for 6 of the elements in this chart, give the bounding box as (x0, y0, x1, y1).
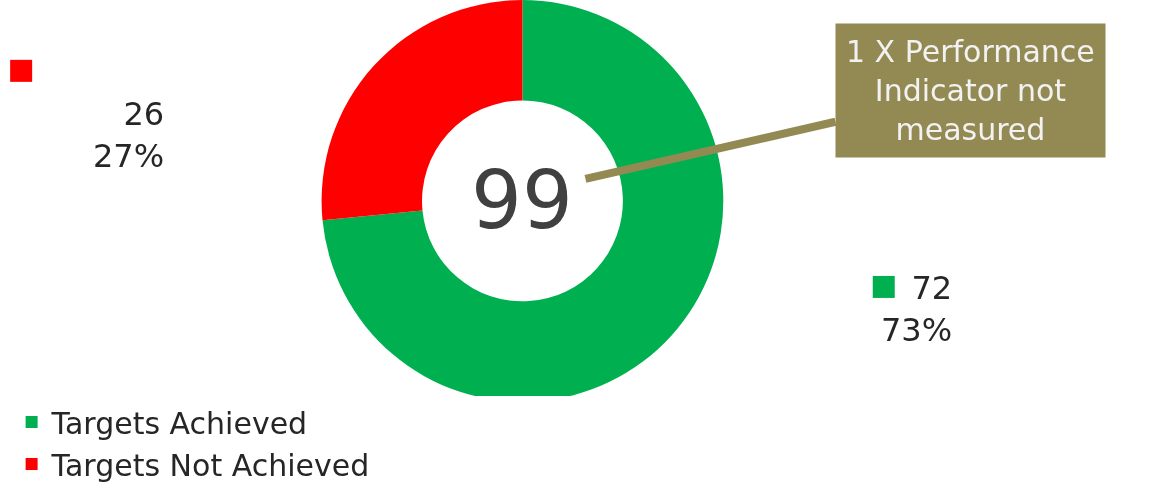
text: 1 X Performance Indicator not measured (846, 34, 1095, 147)
data-label: 26 27% (93, 95, 165, 175)
legend-label: Targets Achieved (50, 405, 308, 441)
legend-label: Targets Not Achieved (50, 447, 370, 483)
data-label: 72 73% (881, 269, 953, 349)
text: 99 (471, 154, 573, 247)
